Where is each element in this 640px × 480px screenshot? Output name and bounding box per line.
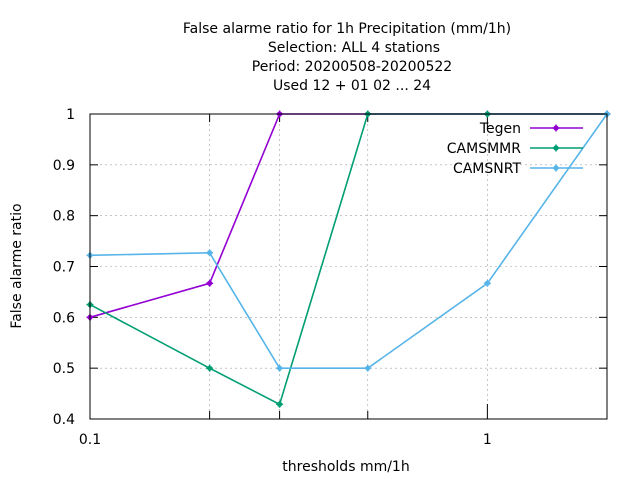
x-tick-label: 1	[483, 432, 492, 448]
y-tick-label: 0.7	[53, 260, 75, 276]
title-line-2: Selection: ALL 4 stations	[268, 40, 440, 56]
x-axis-label: thresholds mm/1h	[282, 459, 409, 475]
chart-title: False alarme ratio for 1h Precipitation …	[183, 21, 511, 94]
data-point-camsnrt	[276, 364, 284, 372]
y-tick-label: 0.9	[53, 158, 75, 174]
y-tick-label: 0.4	[53, 412, 75, 428]
data-point-tegen	[206, 279, 214, 287]
data-point-camsmmr	[206, 364, 214, 372]
axis-ticks: 0.4 0.5 0.6 0.7 0.8 0.9 1 0.1 1	[53, 107, 608, 448]
series-line-tegen	[89, 113, 607, 319]
legend-marker	[552, 124, 560, 132]
y-tick-label: 0.8	[53, 209, 75, 225]
y-axis-label: False alarme ratio	[9, 203, 25, 328]
series-line-camsnrt	[89, 113, 608, 370]
title-line-4: Used 12 + 01 02 ... 24	[273, 78, 431, 94]
data-point-camsnrt	[483, 279, 491, 287]
title-line-3: Period: 20200508-20200522	[252, 59, 452, 75]
plot-frame	[89, 113, 608, 420]
legend-label: CAMSMMR	[447, 141, 521, 157]
title-line-1: False alarme ratio for 1h Precipitation …	[183, 21, 511, 37]
legend-label: Tegen	[479, 121, 521, 137]
x-tick-label: 0.1	[79, 432, 101, 448]
legend: Tegen CAMSMMR CAMSNRT	[447, 121, 583, 177]
data-point-camsnrt	[364, 364, 372, 372]
data-point-camsmmr	[276, 400, 284, 408]
y-tick-label: 1	[66, 107, 75, 123]
y-tick-label: 0.6	[53, 310, 75, 326]
legend-marker	[552, 144, 560, 152]
series-lines	[86, 110, 611, 408]
legend-marker	[552, 164, 560, 172]
data-point-camsnrt	[206, 249, 214, 257]
series-line-camsmmr	[89, 113, 607, 406]
legend-label: CAMSNRT	[453, 161, 522, 177]
grid	[89, 113, 608, 420]
y-tick-label: 0.5	[53, 361, 75, 377]
